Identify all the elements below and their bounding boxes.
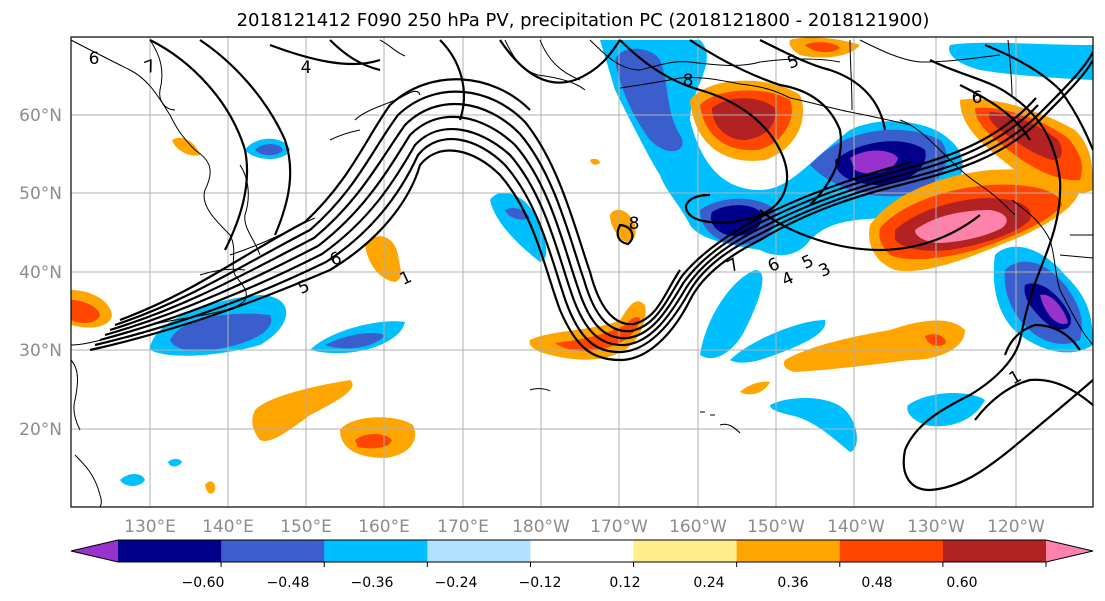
colorbar: −0.60 −0.48 −0.36 −0.24 −0.12 0.12 0.24 … (70, 539, 1094, 591)
lat-label: 40°N (19, 263, 62, 283)
colorbar-segment (736, 540, 841, 562)
colorbar-tick-label: 0.24 (693, 575, 724, 591)
coastlines (71, 39, 1093, 507)
lat-label: 50°N (19, 184, 62, 204)
figure-title: 2018121412 F090 250 hPa PV, precipitatio… (237, 10, 930, 31)
colorbar-segment (839, 540, 944, 562)
contour-label: 8 (629, 214, 640, 234)
colorbar-segment (427, 540, 531, 562)
colorbar-tick-label: 0.36 (777, 575, 808, 591)
lat-axis-labels: 60°N 50°N 40°N 30°N 20°N (19, 106, 62, 440)
colorbar-segment (942, 540, 1047, 562)
lon-label: 130°W (907, 517, 965, 537)
colorbar-tick-label: 0.12 (609, 575, 640, 591)
colorbar-tick-label: −0.60 (182, 575, 225, 591)
map-frame (70, 36, 1094, 508)
colorbar-tick-label: −0.12 (519, 575, 562, 591)
lon-label: 150°E (280, 517, 332, 537)
colorbar-tick-label: −0.36 (351, 575, 394, 591)
lat-label: 20°N (19, 420, 62, 440)
lat-label: 60°N (19, 106, 62, 126)
contour-label: 6 (89, 49, 100, 69)
lon-label: 150°W (747, 517, 805, 537)
colorbar-segment (530, 540, 635, 562)
colorbar-segment (324, 540, 428, 562)
map-panel: 4 7 6 5 6 1 8 8 7 6 5 4 3 1 6 5 (70, 36, 1094, 508)
pv-contours (89, 39, 1093, 492)
contour-label: 4 (301, 58, 312, 78)
lon-label: 130°E (124, 517, 176, 537)
contour-label: 6 (972, 88, 983, 108)
colorbar-extend-min (71, 540, 118, 562)
colorbar-segment (118, 540, 222, 562)
colorbar-segment (633, 540, 738, 562)
lon-label: 140°W (827, 517, 885, 537)
lon-axis-labels: 130°E 140°E 150°E 160°E 170°E 180°W 170°… (124, 517, 1045, 537)
lon-label: 160°E (358, 517, 410, 537)
colorbar-segment (221, 540, 325, 562)
lon-label: 170°E (437, 517, 489, 537)
colorbar-tick-label: −0.48 (267, 575, 310, 591)
lon-label: 160°W (669, 517, 727, 537)
colorbar-extend-max (1046, 540, 1093, 562)
colorbar-tick-label: 0.60 (946, 575, 977, 591)
lon-label: 180°W (512, 517, 570, 537)
contour-label: 8 (683, 71, 694, 91)
lon-label: 140°E (202, 517, 254, 537)
colorbar-tick-label: −0.24 (435, 575, 478, 591)
colorbar-tick-label: 0.48 (861, 575, 892, 591)
lon-label: 120°W (987, 517, 1045, 537)
graticule (71, 37, 1093, 507)
lat-label: 30°N (19, 341, 62, 361)
lon-label: 170°W (590, 517, 648, 537)
